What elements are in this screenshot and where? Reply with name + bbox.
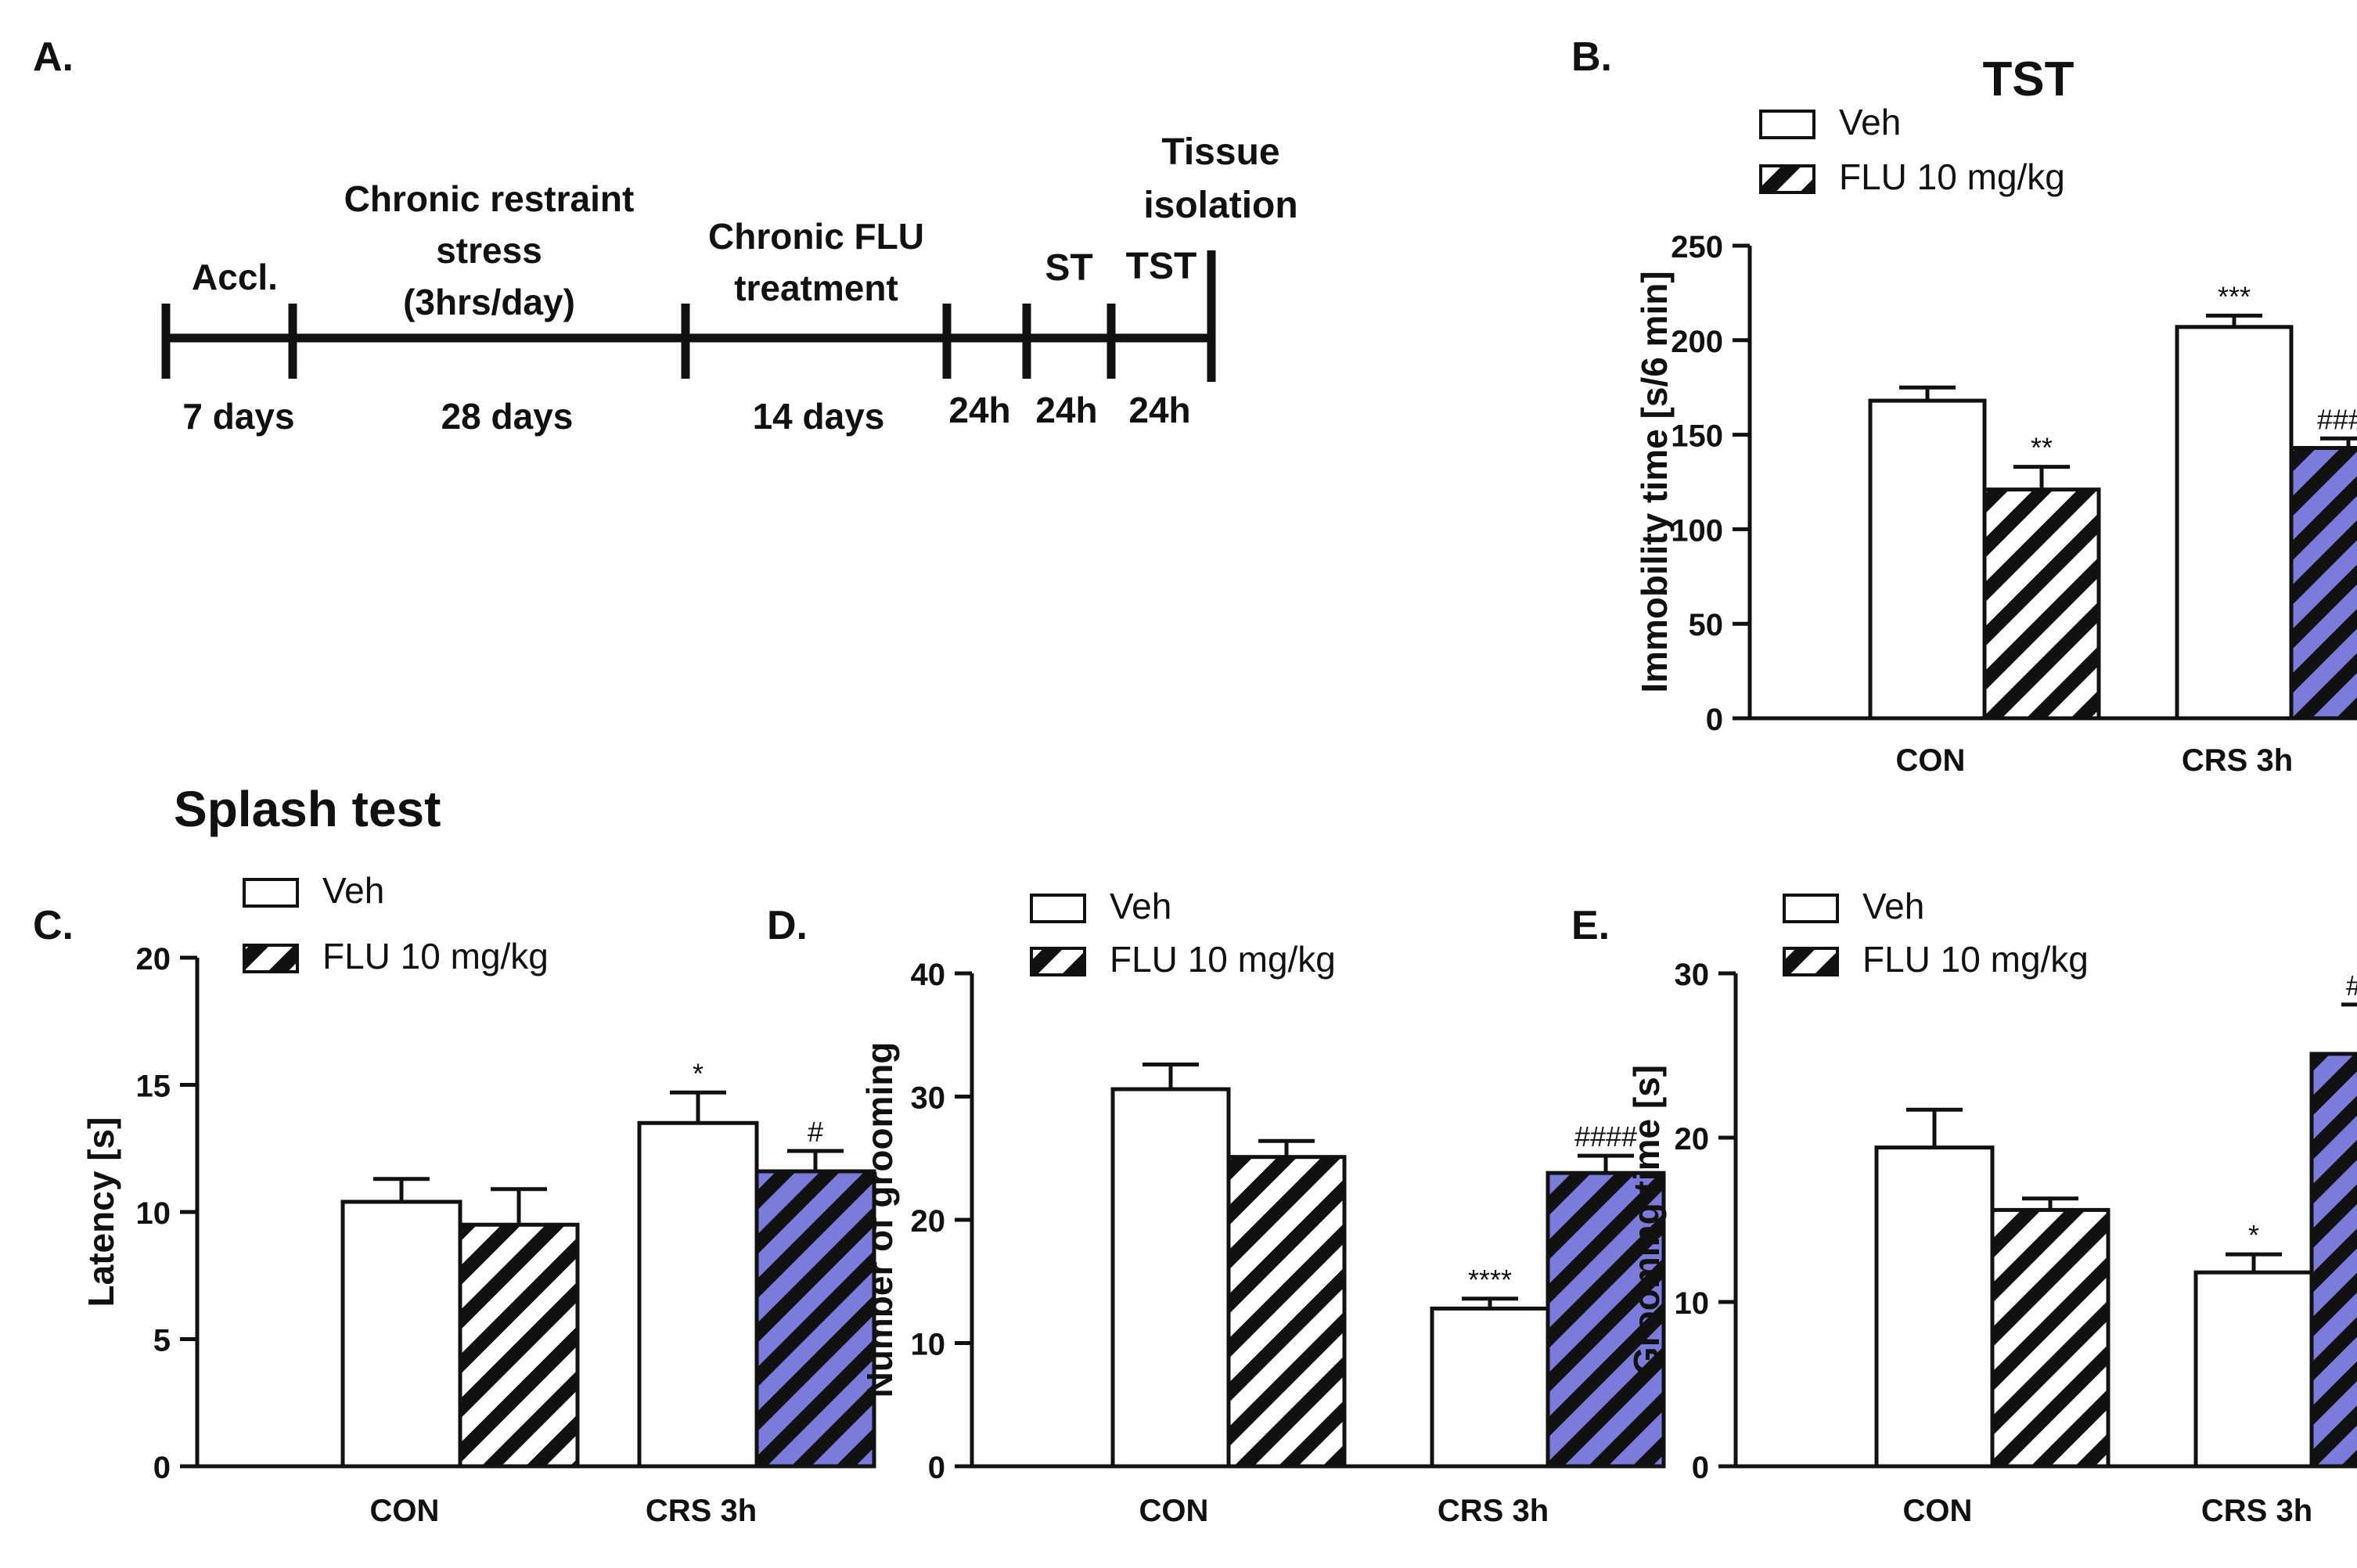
y-tick-label: 20 — [136, 942, 171, 976]
timeline: Accl. 7 days Chronic restraint stress (3hrs/… — [161, 131, 1298, 437]
x-tick-label: CON — [370, 1494, 440, 1528]
legend-swatch-veh — [1759, 110, 1815, 139]
y-tick-label: 30 — [1675, 958, 1710, 992]
y-tick-label: 250 — [1671, 230, 1723, 264]
y-tick-label: 0 — [928, 1451, 945, 1485]
significance-label: #### — [1574, 1120, 1637, 1153]
timeline-duration-label: 24h — [1128, 390, 1190, 430]
bar-flu-crs — [754, 1169, 876, 1469]
legend-swatch-flu — [1030, 947, 1086, 976]
significance-label: *** — [2218, 280, 2251, 312]
legend-label-veh: Veh — [1839, 102, 1901, 142]
bar-flu-con — [458, 1222, 580, 1469]
bar-veh-con — [1110, 1087, 1231, 1469]
legend-swatch-veh — [1783, 894, 1839, 923]
y-tick-label: 100 — [1671, 513, 1723, 548]
x-tick-label: CRS 3h — [646, 1494, 757, 1528]
chart-latency: Veh FLU 10 mg/kg 0 5 10 15 20 Latency [s] CON CRS… — [81, 870, 876, 1528]
significance-label: #### — [2317, 403, 2357, 435]
y-axis-label: Grooming time [s] — [1626, 1065, 1667, 1375]
timeline-duration-label: 14 days — [753, 396, 885, 437]
timeline-phase-label: ST — [1045, 247, 1092, 289]
timeline-phase-label: Chronic restraint stress (3hrs/day) — [344, 178, 635, 322]
timeline-duration-label: 7 days — [182, 396, 294, 437]
panel-label-c: C. — [33, 903, 74, 948]
bar-flu-crs — [2289, 446, 2357, 721]
x-tick-label: CON — [1896, 743, 1966, 778]
timeline-phase-label: TST — [1126, 246, 1197, 287]
significance-label: * — [693, 1057, 704, 1089]
y-tick-label: 40 — [911, 958, 946, 992]
x-tick-label: CON — [1139, 1494, 1209, 1528]
y-tick-label: 0 — [153, 1451, 171, 1485]
chart-number-of-grooming: Veh FLU 10 mg/kg 0 10 20 30 40 Number of groomi… — [859, 886, 1666, 1528]
legend-label-veh: Veh — [322, 870, 384, 911]
timeline-phase-label: Accl. — [192, 257, 278, 297]
bar-veh-crs — [637, 1120, 759, 1469]
bar-veh-con — [340, 1199, 462, 1469]
y-tick-label: 20 — [911, 1204, 946, 1239]
legend-label-flu: FLU 10 mg/kg — [322, 936, 549, 976]
y-tick-label: 10 — [1675, 1286, 1710, 1321]
bar-flu-con — [1982, 487, 2101, 721]
splash-test-title: Splash test — [174, 781, 441, 837]
bar-veh-crs — [2193, 1270, 2314, 1469]
y-axis-label: Latency [s] — [81, 1117, 121, 1307]
y-tick-label: 20 — [1675, 1122, 1710, 1156]
y-tick-label: 150 — [1671, 419, 1723, 454]
bar-veh-con — [1868, 398, 1987, 721]
bar-veh-con — [1874, 1145, 1995, 1469]
panel-label-b: B. — [1571, 34, 1612, 80]
y-tick-label: 200 — [1671, 325, 1723, 359]
timeline-duration-label: 24h — [1035, 390, 1097, 430]
bar-veh-crs — [1430, 1306, 1550, 1469]
timeline-duration-label: 24h — [948, 390, 1010, 430]
chart-title: TST — [1982, 52, 2074, 106]
legend-label-veh: Veh — [1862, 886, 1924, 926]
x-tick-label: CRS 3h — [2182, 743, 2293, 778]
bar-flu-crs — [1546, 1171, 1666, 1469]
significance-label: # — [808, 1116, 823, 1148]
panel-label-d: D. — [767, 903, 808, 948]
legend-swatch-flu — [1783, 947, 1839, 976]
panel-label-e: E. — [1571, 903, 1610, 948]
legend-swatch-flu — [243, 944, 299, 973]
timeline-duration-label: 28 days — [441, 396, 574, 437]
y-tick-label: 10 — [136, 1196, 171, 1231]
x-tick-label: CRS 3h — [2201, 1494, 2312, 1528]
chart-tst: TST Veh FLU 10 mg/kg 0 50 100 150 200 250 Immobil… — [1634, 52, 2357, 778]
legend-label-flu: FLU 10 mg/kg — [1839, 156, 2065, 197]
bar-flu-con — [1990, 1207, 2111, 1469]
y-axis-label: Number of grooming — [859, 1042, 900, 1398]
y-tick-label: 15 — [136, 1070, 171, 1104]
y-tick-label: 30 — [911, 1081, 946, 1116]
legend-label-flu: FLU 10 mg/kg — [1110, 939, 1336, 980]
y-axis-label: Immobility time [s/6 min] — [1634, 271, 1675, 692]
timeline-phase-label: Chronic FLU treatment — [708, 216, 924, 308]
y-tick-label: 5 — [153, 1324, 171, 1358]
panel-label-a: A. — [33, 34, 74, 80]
legend-label-flu: FLU 10 mg/kg — [1862, 939, 2089, 980]
chart-grooming-time: Veh FLU 10 mg/kg 0 10 20 30 Grooming time [s] C… — [1626, 886, 2357, 1528]
legend-label-veh: Veh — [1110, 886, 1171, 926]
bar-flu-crs — [2309, 1052, 2357, 1469]
x-tick-label: CRS 3h — [1438, 1494, 1549, 1528]
legend-swatch-veh — [1030, 894, 1086, 923]
bar-flu-con — [1226, 1155, 1347, 1469]
significance-label: **** — [1468, 1264, 1512, 1296]
significance-label: * — [2248, 1219, 2259, 1251]
timeline-end-label: Tissue isolation — [1143, 131, 1297, 226]
significance-label: ** — [2031, 432, 2053, 464]
y-tick-label: 50 — [1689, 608, 1724, 642]
significance-label: ### — [2346, 969, 2357, 1002]
y-tick-label: 0 — [1706, 703, 1723, 737]
legend-swatch-veh — [243, 878, 299, 908]
bar-veh-crs — [2175, 325, 2294, 721]
y-tick-label: 10 — [911, 1328, 946, 1362]
y-tick-label: 0 — [1692, 1451, 1709, 1485]
x-tick-label: CON — [1903, 1494, 1973, 1528]
legend-swatch-flu — [1759, 164, 1815, 194]
